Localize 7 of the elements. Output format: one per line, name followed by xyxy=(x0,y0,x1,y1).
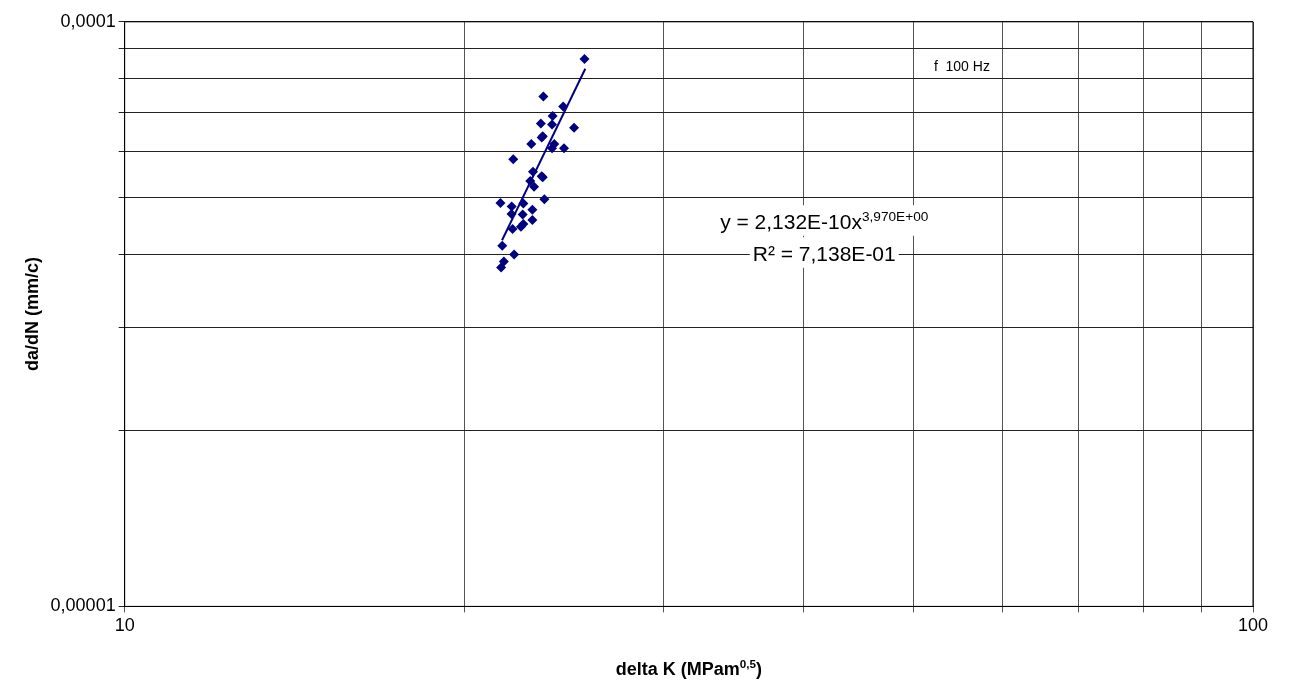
y-axis-title: da/dN (mm/c) xyxy=(21,257,42,372)
x-tick-label: 100 xyxy=(1237,615,1269,636)
annotation: f 100 Hz xyxy=(933,58,990,75)
x-tick-label: 10 xyxy=(114,615,135,636)
annotation: R² = 7,138E-01 xyxy=(752,242,896,266)
y-tick-label: 0,0001 xyxy=(60,10,116,31)
y-tick-label: 0,00001 xyxy=(50,595,116,616)
